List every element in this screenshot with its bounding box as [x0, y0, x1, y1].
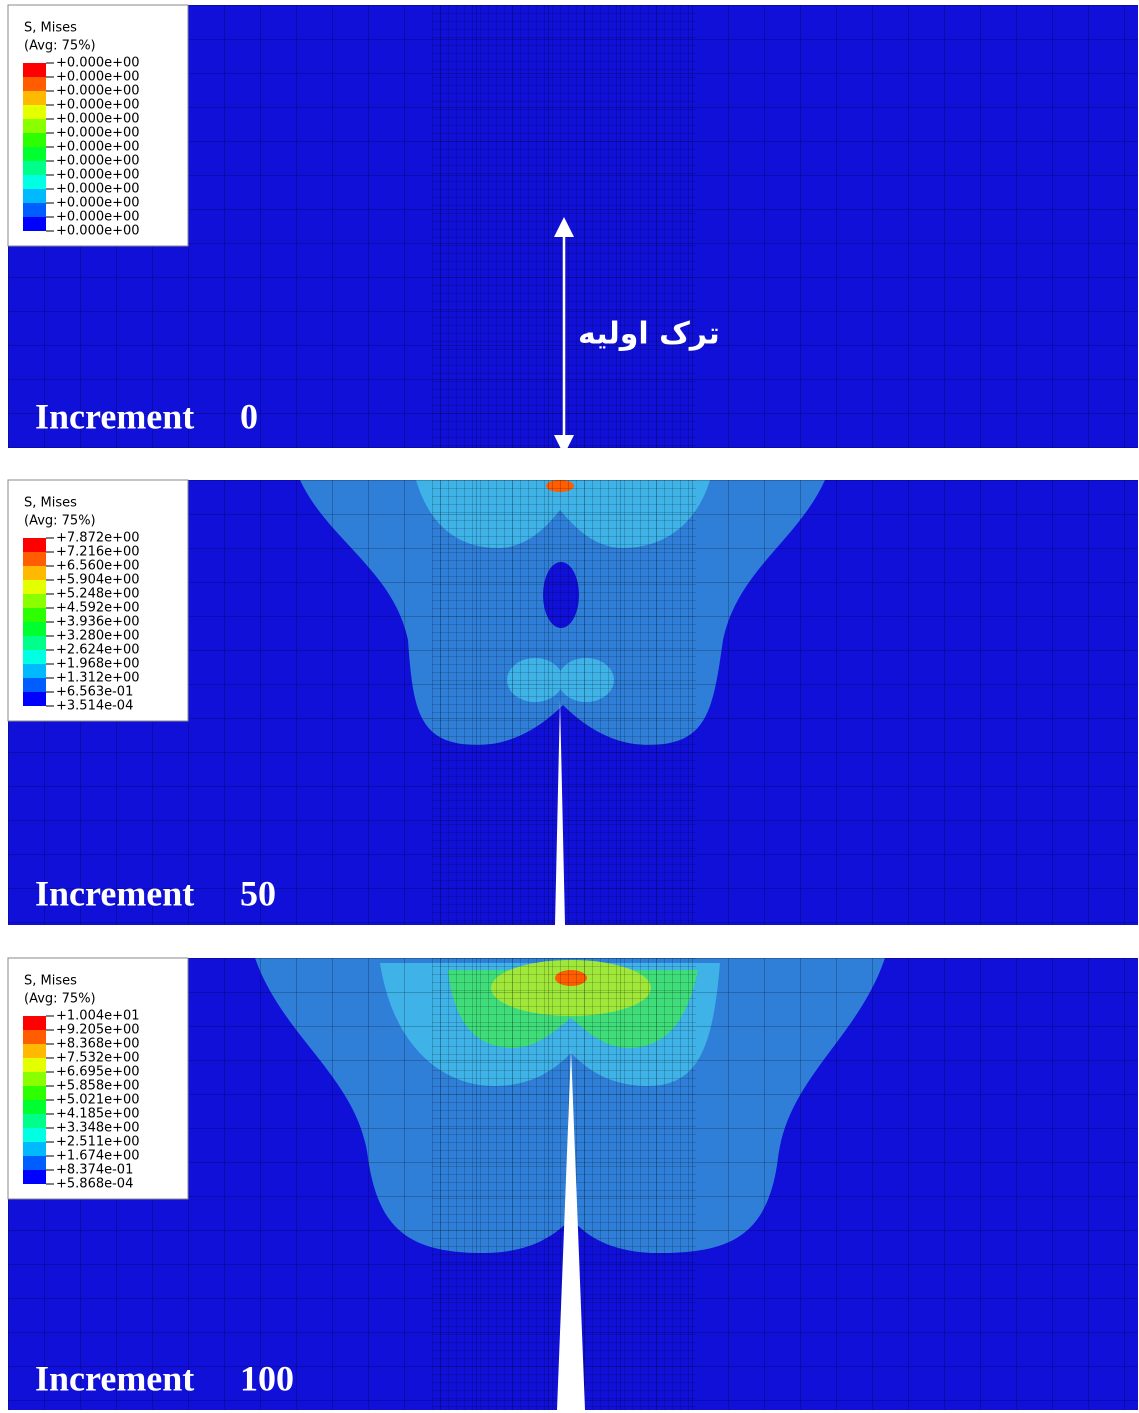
legend-level: +1.004e+01	[56, 1009, 140, 1024]
legend-band	[23, 692, 46, 706]
legend-level: +8.368e+00	[56, 1037, 140, 1052]
legend-level: +0.000e+00	[56, 224, 140, 239]
legend-level: +2.624e+00	[56, 643, 140, 658]
legend-band	[23, 119, 46, 133]
legend-level: +8.374e-01	[56, 1163, 133, 1178]
legend-band	[23, 175, 46, 189]
legend-title: S, Mises	[24, 974, 77, 989]
legend-band	[23, 63, 46, 77]
legend-band	[23, 1114, 46, 1128]
legend-level: +6.560e+00	[56, 559, 140, 574]
legend-level: +3.514e-04	[56, 699, 133, 714]
legend: S, Mises(Avg: 75%)+7.872e+00+7.216e+00+6…	[8, 480, 188, 721]
legend-level: +3.280e+00	[56, 629, 140, 644]
legend-level: +5.858e+00	[56, 1079, 140, 1094]
legend-subtitle: (Avg: 75%)	[24, 514, 96, 529]
legend-level: +0.000e+00	[56, 210, 140, 225]
legend-band	[23, 636, 46, 650]
legend-level: +3.936e+00	[56, 615, 140, 630]
legend-level: +7.872e+00	[56, 531, 140, 546]
legend-band	[23, 538, 46, 552]
increment-label: Increment	[35, 873, 194, 913]
legend-band	[23, 1128, 46, 1142]
legend-level: +7.216e+00	[56, 545, 140, 560]
legend-band	[23, 1086, 46, 1100]
legend-title: S, Mises	[24, 21, 77, 36]
legend-level: +4.592e+00	[56, 601, 140, 616]
legend-level: +0.000e+00	[56, 70, 140, 85]
legend: S, Mises(Avg: 75%)+0.000e+00+0.000e+00+0…	[8, 5, 188, 246]
legend-band	[23, 1044, 46, 1058]
legend-band	[23, 1100, 46, 1114]
legend-band	[23, 1072, 46, 1086]
legend-band	[23, 664, 46, 678]
legend-level: +6.695e+00	[56, 1065, 140, 1080]
legend-band	[23, 594, 46, 608]
legend-band	[23, 650, 46, 664]
legend-band	[23, 91, 46, 105]
legend-band	[23, 622, 46, 636]
legend-band	[23, 105, 46, 119]
legend-level: +0.000e+00	[56, 168, 140, 183]
legend-band	[23, 1058, 46, 1072]
legend-level: +7.532e+00	[56, 1051, 140, 1066]
legend-band	[23, 147, 46, 161]
legend-band	[23, 1170, 46, 1184]
legend-band	[23, 203, 46, 217]
legend-level: +5.904e+00	[56, 573, 140, 588]
legend-band	[23, 552, 46, 566]
legend-band	[23, 566, 46, 580]
legend-level: +0.000e+00	[56, 98, 140, 113]
legend-level: +0.000e+00	[56, 154, 140, 169]
legend-band	[23, 133, 46, 147]
legend-band	[23, 1142, 46, 1156]
legend-level: +9.205e+00	[56, 1023, 140, 1038]
increment-number: 50	[240, 873, 276, 913]
legend-subtitle: (Avg: 75%)	[24, 39, 96, 54]
legend-level: +5.868e-04	[56, 1177, 133, 1192]
legend-level: +0.000e+00	[56, 84, 140, 99]
legend-band	[23, 77, 46, 91]
legend-level: +1.312e+00	[56, 671, 140, 686]
increment-label: Increment	[35, 396, 194, 436]
legend-level: +0.000e+00	[56, 140, 140, 155]
legend-level: +5.021e+00	[56, 1093, 140, 1108]
legend-level: +0.000e+00	[56, 196, 140, 211]
legend-level: +0.000e+00	[56, 182, 140, 197]
legend-level: +3.348e+00	[56, 1121, 140, 1136]
legend-band	[23, 161, 46, 175]
figure: ترک اولیهS, Mises(Avg: 75%)+0.000e+00+0.…	[0, 0, 1139, 1413]
increment-number: 100	[240, 1358, 294, 1398]
legend-band	[23, 1030, 46, 1044]
mesh-fine	[432, 480, 696, 925]
legend-level: +5.248e+00	[56, 587, 140, 602]
increment-label: Increment	[35, 1358, 194, 1398]
panel: S, Mises(Avg: 75%)+1.004e+01+9.205e+00+8…	[8, 958, 1138, 1410]
legend-band	[23, 1156, 46, 1170]
increment-number: 0	[240, 396, 258, 436]
legend-level: +0.000e+00	[56, 112, 140, 127]
legend-band	[23, 580, 46, 594]
legend-band	[23, 1016, 46, 1030]
legend-level: +6.563e-01	[56, 685, 133, 700]
legend-band	[23, 189, 46, 203]
crack-annotation: ترک اولیه	[578, 317, 720, 352]
legend-level: +0.000e+00	[56, 56, 140, 71]
legend: S, Mises(Avg: 75%)+1.004e+01+9.205e+00+8…	[8, 958, 188, 1199]
legend-level: +1.968e+00	[56, 657, 140, 672]
legend-level: +1.674e+00	[56, 1149, 140, 1164]
legend-level: +2.511e+00	[56, 1135, 140, 1150]
legend-band	[23, 217, 46, 231]
panel: S, Mises(Avg: 75%)+7.872e+00+7.216e+00+6…	[8, 480, 1138, 925]
legend-band	[23, 608, 46, 622]
legend-band	[23, 678, 46, 692]
legend-title: S, Mises	[24, 496, 77, 511]
legend-level: +4.185e+00	[56, 1107, 140, 1122]
legend-subtitle: (Avg: 75%)	[24, 992, 96, 1007]
legend-level: +0.000e+00	[56, 126, 140, 141]
